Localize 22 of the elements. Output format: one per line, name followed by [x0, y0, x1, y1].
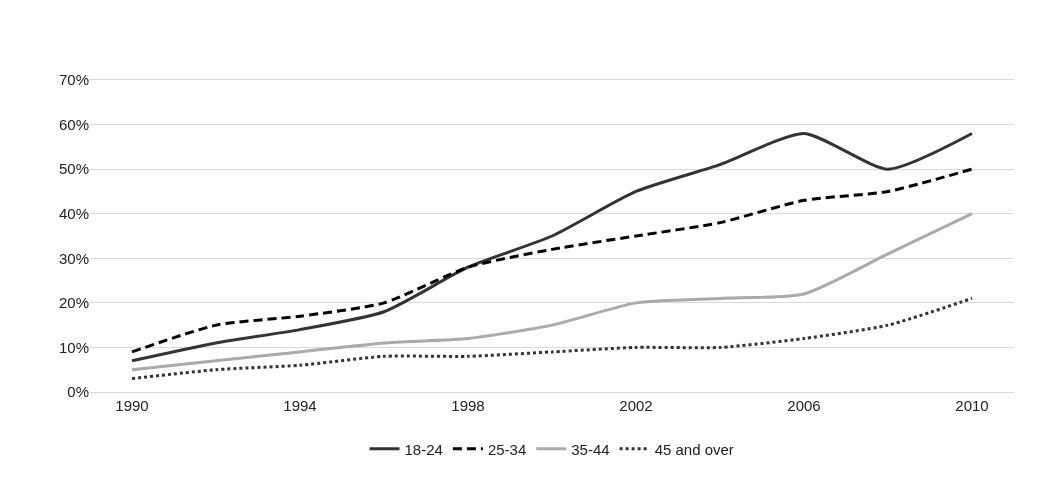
- y-tick-label: 70%: [58, 71, 89, 89]
- line-series: [130, 296, 974, 381]
- y-tick-label: 10%: [58, 338, 89, 356]
- y-tick-label: 0%: [67, 383, 89, 401]
- x-tick-label: 2002: [619, 397, 653, 414]
- line-series: [130, 131, 974, 363]
- x-tick-label: 1994: [283, 397, 317, 414]
- x-tick-label: 2006: [787, 397, 821, 414]
- y-tick-label: 30%: [58, 249, 89, 267]
- y-tick-label: 20%: [58, 294, 89, 312]
- line-series: [130, 212, 974, 372]
- x-tick-label: 1998: [451, 397, 485, 414]
- y-tick-label: 40%: [58, 204, 89, 222]
- y-tick-label: 60%: [58, 115, 89, 133]
- x-tick-label: 1990: [115, 397, 149, 414]
- legend-label: 18-24: [404, 440, 443, 458]
- legend-label: 25-34: [487, 440, 527, 458]
- x-tick-label: 2010: [955, 397, 989, 414]
- legend-label: 35-44: [571, 440, 610, 458]
- y-tick-label: 50%: [58, 160, 89, 178]
- line-series: [130, 167, 974, 354]
- legend-label: 45 and over: [654, 440, 734, 458]
